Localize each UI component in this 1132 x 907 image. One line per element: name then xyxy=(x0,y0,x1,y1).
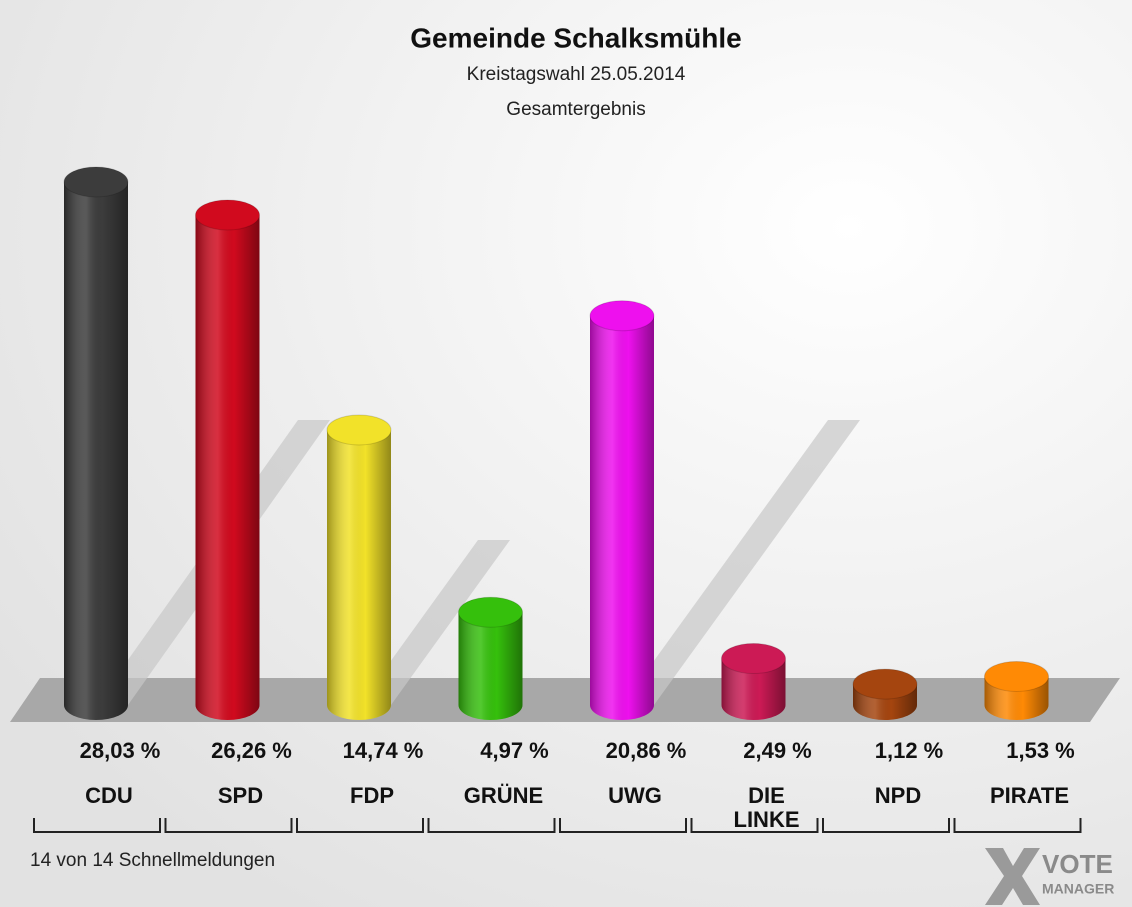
bar-top xyxy=(852,668,918,700)
category-label: UWG xyxy=(608,783,662,808)
bar-top xyxy=(458,596,523,628)
bar-shade xyxy=(195,215,260,705)
logo-text: VOTE xyxy=(1042,849,1113,879)
category-bracket xyxy=(33,818,161,833)
value-label: 26,26 % xyxy=(211,738,292,763)
bar-top xyxy=(326,414,392,446)
category-bracket xyxy=(164,818,293,833)
category-bracket xyxy=(296,818,424,833)
floor xyxy=(10,678,1120,722)
subtitle: Gesamtergebnis xyxy=(506,99,645,120)
logo: VOTE MANAGER xyxy=(985,848,1114,905)
category-bracket xyxy=(427,818,556,833)
value-label: 28,03 % xyxy=(80,738,161,763)
category-label: CDU xyxy=(85,783,133,808)
bar-top xyxy=(984,660,1049,692)
bar-shade xyxy=(327,429,391,705)
subtitle: Kreistagswahl 25.05.2014 xyxy=(467,64,686,85)
logo-text: MANAGER xyxy=(1042,881,1114,897)
category-bracket xyxy=(690,818,819,833)
value-label: 20,86 % xyxy=(606,738,687,763)
footer: 14 von 14 Schnellmeldungen xyxy=(30,850,275,871)
category-bracket xyxy=(559,818,687,833)
chart-title: Gemeinde Schalksmühle xyxy=(410,22,741,53)
category-label: PIRATE xyxy=(989,783,1070,808)
category-bracket xyxy=(822,818,950,833)
bar-top xyxy=(721,643,786,675)
category-label: SPD xyxy=(217,783,264,808)
value-label: 1,53 % xyxy=(1006,738,1075,763)
logo-mark xyxy=(985,848,1040,905)
category-bracket xyxy=(953,818,1082,833)
bar-shade xyxy=(458,612,523,705)
bar-shade xyxy=(590,315,654,705)
category-label: DIE LINKE xyxy=(733,783,800,832)
bar-shade xyxy=(64,182,128,705)
category-label: FDP xyxy=(350,783,394,808)
value-label: 1,12 % xyxy=(875,738,944,763)
category-label: GRÜNE xyxy=(463,783,544,808)
bar-top xyxy=(195,199,260,231)
value-label: 14,74 % xyxy=(343,738,424,763)
bar-top xyxy=(63,166,129,198)
bar-top xyxy=(589,300,655,332)
value-label: 4,97 % xyxy=(480,738,549,763)
value-label: 2,49 % xyxy=(743,738,812,763)
category-label: NPD xyxy=(874,783,922,808)
